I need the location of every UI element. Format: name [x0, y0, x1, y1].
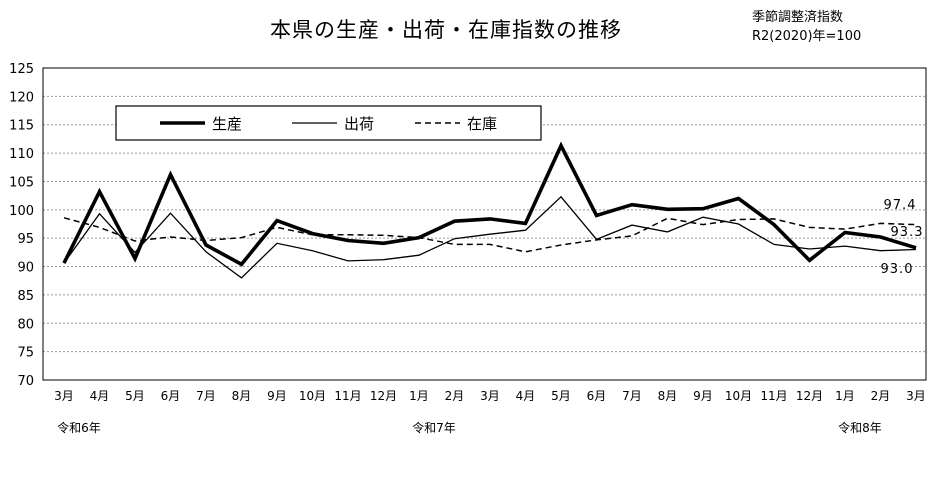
- x-tick-label: 11月: [760, 389, 787, 403]
- y-tick-label: 80: [17, 317, 34, 332]
- y-tick-label: 95: [17, 232, 34, 247]
- y-axis-ticks: 70 75 80 85 90 95 100 105 110 115 120 125: [9, 62, 34, 389]
- series-line-出荷: [63, 195, 917, 279]
- legend: 生産 出荷 在庫: [115, 105, 542, 141]
- year-label: 令和6年: [57, 420, 101, 435]
- legend-label: 生産: [212, 115, 242, 133]
- x-tick-label: 5月: [125, 389, 145, 403]
- x-tick-label: 4月: [516, 389, 536, 403]
- x-tick-label: 4月: [90, 389, 110, 403]
- x-tick-label: 9月: [693, 389, 713, 403]
- y-tick-label: 90: [17, 261, 34, 276]
- x-tick-label: 7月: [622, 389, 642, 403]
- x-tick-label: 6月: [161, 389, 181, 403]
- x-tick-label: 11月: [334, 389, 361, 403]
- legend-label: 在庫: [467, 115, 497, 133]
- y-tick-label: 85: [17, 289, 34, 304]
- index-basis-note: 季節調整済指数: [752, 10, 844, 25]
- x-tick-label: 10月: [725, 389, 752, 403]
- year-label: 令和7年: [412, 420, 456, 435]
- y-tick-label: 100: [9, 204, 34, 219]
- y-tick-label: 110: [9, 147, 34, 162]
- y-tick-label: 120: [9, 90, 34, 105]
- x-tick-label: 8月: [232, 389, 252, 403]
- x-tick-label: 3月: [480, 389, 500, 403]
- chart-title: 本県の生産・出荷・在庫指数の推移: [270, 18, 622, 42]
- x-tick-label: 1月: [835, 389, 855, 403]
- x-tick-label: 6月: [587, 389, 607, 403]
- annotations: 97.4 93.3 93.0: [881, 198, 924, 277]
- end-value-label: 97.4: [884, 198, 917, 213]
- year-label: 令和8年: [838, 420, 882, 435]
- legend-label: 出荷: [344, 115, 374, 133]
- end-value-label: 93.0: [881, 262, 914, 277]
- x-tick-label: 7月: [196, 389, 216, 403]
- y-tick-label: 105: [9, 175, 34, 190]
- x-tick-label: 12月: [370, 389, 397, 403]
- x-tick-label: 8月: [658, 389, 678, 403]
- y-tick-label: 115: [9, 119, 34, 134]
- x-tick-label: 2月: [871, 389, 891, 403]
- x-axis-ticks: 3月 4月 5月 6月 7月 8月 9月 10月 11月 12月 1月 2月 3月 4月 5月 6月 7月 8月 9…: [54, 389, 926, 435]
- series-line-在庫: [63, 217, 917, 253]
- y-tick-label: 125: [9, 62, 34, 77]
- x-tick-label: 10月: [299, 389, 326, 403]
- end-value-label: 93.3: [891, 225, 924, 240]
- y-tick-label: 70: [17, 374, 34, 389]
- x-tick-label: 5月: [551, 389, 571, 403]
- x-tick-label: 2月: [445, 389, 465, 403]
- x-tick-label: 12月: [796, 389, 823, 403]
- x-tick-label: 9月: [267, 389, 287, 403]
- plot-area: [42, 67, 927, 381]
- y-tick-label: 75: [17, 346, 34, 361]
- series-group: [62, 141, 917, 279]
- series-line-生産: [62, 141, 917, 267]
- x-tick-label: 3月: [54, 389, 74, 403]
- x-tick-label: 3月: [906, 389, 926, 403]
- base-year-note: R2(2020)年=100: [752, 29, 862, 44]
- x-tick-label: 1月: [409, 389, 429, 403]
